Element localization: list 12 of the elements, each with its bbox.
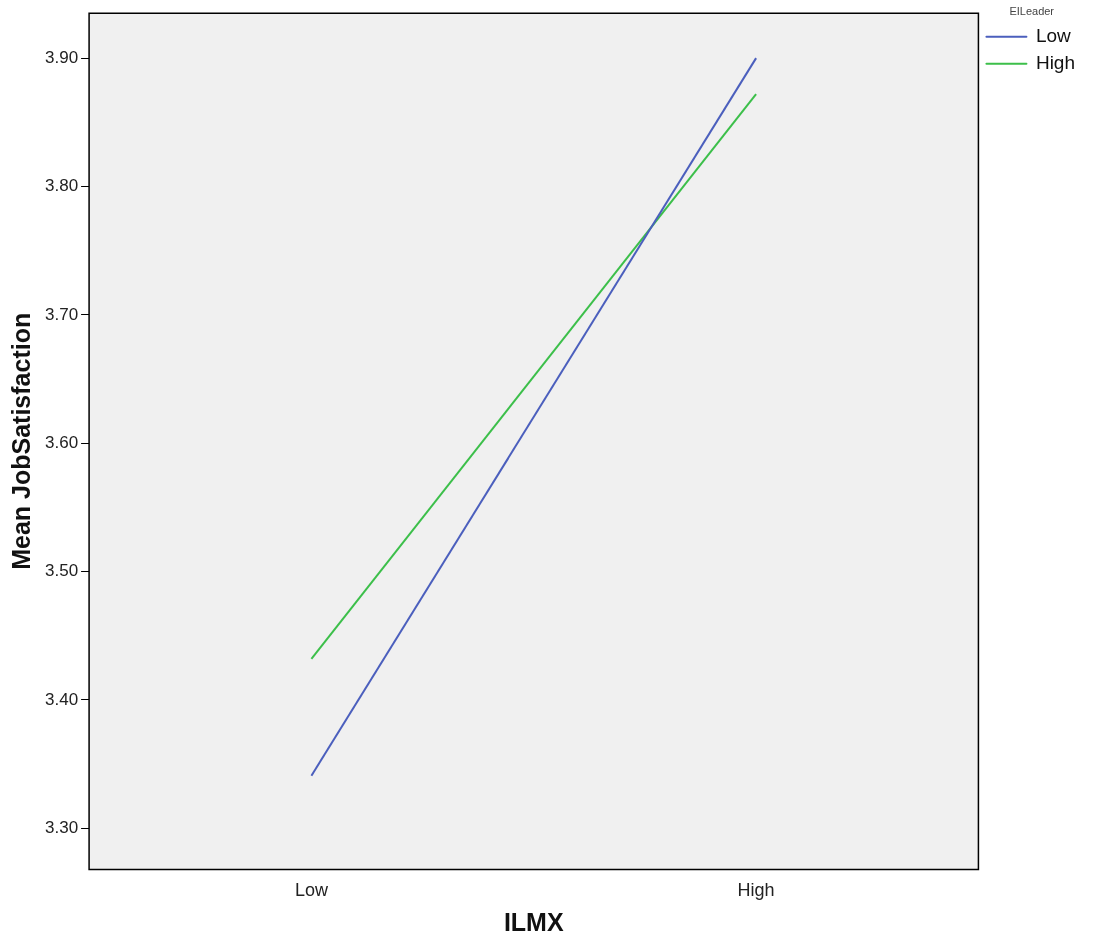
x-axis-title: ILMX bbox=[503, 907, 564, 936]
y-tick-label: 3.80 bbox=[44, 176, 79, 196]
y-tick-label: 3.70 bbox=[44, 304, 79, 324]
y-axis-title: Mean JobSatisfaction bbox=[6, 312, 35, 570]
legend-label: Low bbox=[1035, 24, 1072, 46]
legend-title: EILeader bbox=[1009, 4, 1055, 17]
y-tick-label: 3.90 bbox=[44, 47, 79, 67]
y-tick-label: 3.30 bbox=[44, 818, 79, 838]
y-tick-label: 3.60 bbox=[44, 432, 79, 452]
y-tick-label: 3.40 bbox=[44, 689, 79, 709]
y-tick-label: 3.50 bbox=[44, 561, 79, 581]
legend-label: High bbox=[1035, 51, 1075, 73]
